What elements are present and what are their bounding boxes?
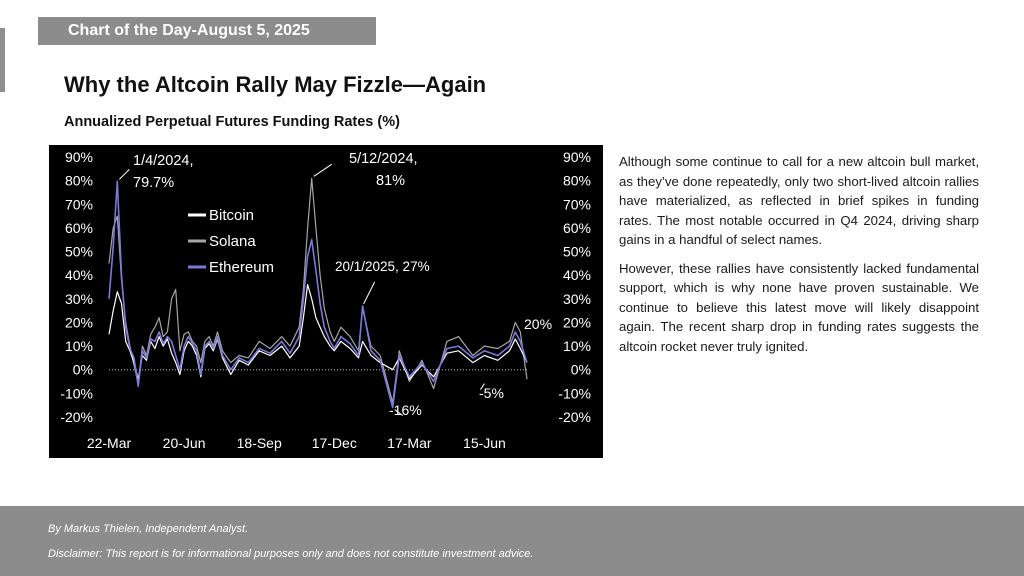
annotation-leader-5 xyxy=(480,383,485,390)
y-tick-label-left: 70% xyxy=(65,196,93,212)
y-tick-label-left: 90% xyxy=(65,149,93,165)
y-tick-label-left: 80% xyxy=(65,173,93,189)
y-tick-label-right: -10% xyxy=(558,385,591,401)
commentary-paragraph-2: However, these rallies have consistently… xyxy=(619,260,979,354)
series-line-bitcoin xyxy=(108,284,528,380)
annotation-latest-20pct: 20% xyxy=(524,316,552,332)
y-tick-label-right: 0% xyxy=(571,362,591,378)
date-banner: Chart of the Day-August 5, 2025 xyxy=(38,17,376,45)
annotation-peak-sol-value: 81% xyxy=(376,173,405,189)
y-tick-label-right: 80% xyxy=(563,173,591,189)
y-tick-label-left: 30% xyxy=(65,291,93,307)
date-banner-label: Chart of the Day-August 5, 2025 xyxy=(68,22,310,39)
y-tick-label-left: 40% xyxy=(65,267,93,283)
y-tick-label-right: 20% xyxy=(563,314,591,330)
annotation-feb-2025-low: -16% xyxy=(389,402,422,418)
y-tick-label-right: 70% xyxy=(563,196,591,212)
chart-title: Annualized Perpetual Futures Funding Rat… xyxy=(64,114,400,130)
y-tick-label-right: 30% xyxy=(563,291,591,307)
y-tick-label-left: 50% xyxy=(65,244,93,260)
headline: Why the Altcoin Rally May Fizzle—Again xyxy=(64,72,487,97)
y-tick-label-left: 20% xyxy=(65,314,93,330)
commentary-paragraph-1: Although some continue to call for a new… xyxy=(619,154,979,247)
legend-label-ethereum: Ethereum xyxy=(209,259,274,276)
legend-label-bitcoin: Bitcoin xyxy=(209,207,254,224)
y-tick-label-right: 50% xyxy=(563,244,591,260)
annotation-leader-3 xyxy=(363,281,376,305)
annotation-jun-2025-low: -5% xyxy=(479,385,504,401)
author-credit: By Markus Thielen, Independent Analyst. xyxy=(48,523,249,535)
x-tick-label: 17-Dec xyxy=(312,435,357,451)
annotation-peak-sol-date: 5/12/2024, xyxy=(349,151,418,167)
x-tick-label: 22-Mar xyxy=(87,435,132,451)
y-tick-label-left: -10% xyxy=(60,385,93,401)
y-tick-label-left: 0% xyxy=(73,362,93,378)
x-tick-label: 17-Mar xyxy=(387,435,432,451)
y-tick-label-right: 40% xyxy=(563,267,591,283)
annotation-jan-2025-spike: 20/1/2025, 27% xyxy=(335,259,430,274)
chart-panel: 90% 90% 80% 80% 70% 70% 60% 60% 50% 50% 40% 40% 30% 3… xyxy=(49,145,603,458)
x-tick-label: 15-Jun xyxy=(463,435,506,451)
y-tick-label-left: -20% xyxy=(60,409,93,425)
footer: By Markus Thielen, Independent Analyst. … xyxy=(0,506,1024,576)
x-tick-label: 20-Jun xyxy=(163,435,206,451)
annotation-leader-4 xyxy=(394,409,403,416)
annotation-leader-1 xyxy=(118,168,130,180)
commentary: Although some continue to call for a new… xyxy=(619,152,979,365)
annotation-peak-btc-eth-date: 1/4/2024, xyxy=(133,153,193,169)
y-tick-label-right: 60% xyxy=(563,220,591,236)
annotation-peak-btc-eth-value: 79.7% xyxy=(133,175,174,191)
y-tick-label-right: 90% xyxy=(563,149,591,165)
series-line-ethereum xyxy=(108,180,528,409)
annotation-leader-2 xyxy=(313,163,333,177)
left-edge-accent-bar xyxy=(0,28,5,92)
y-tick-label-right: -20% xyxy=(558,409,591,425)
x-tick-label: 18-Sep xyxy=(237,435,282,451)
legend-label-solana: Solana xyxy=(209,233,256,250)
disclaimer: Disclaimer: This report is for informati… xyxy=(48,548,534,560)
funding-rates-chart: 90% 90% 80% 80% 70% 70% 60% 60% 50% 50% 40% 40% 30% 3… xyxy=(60,149,591,451)
y-tick-label-right: 10% xyxy=(563,338,591,354)
y-tick-label-left: 10% xyxy=(65,338,93,354)
y-tick-label-left: 60% xyxy=(65,220,93,236)
